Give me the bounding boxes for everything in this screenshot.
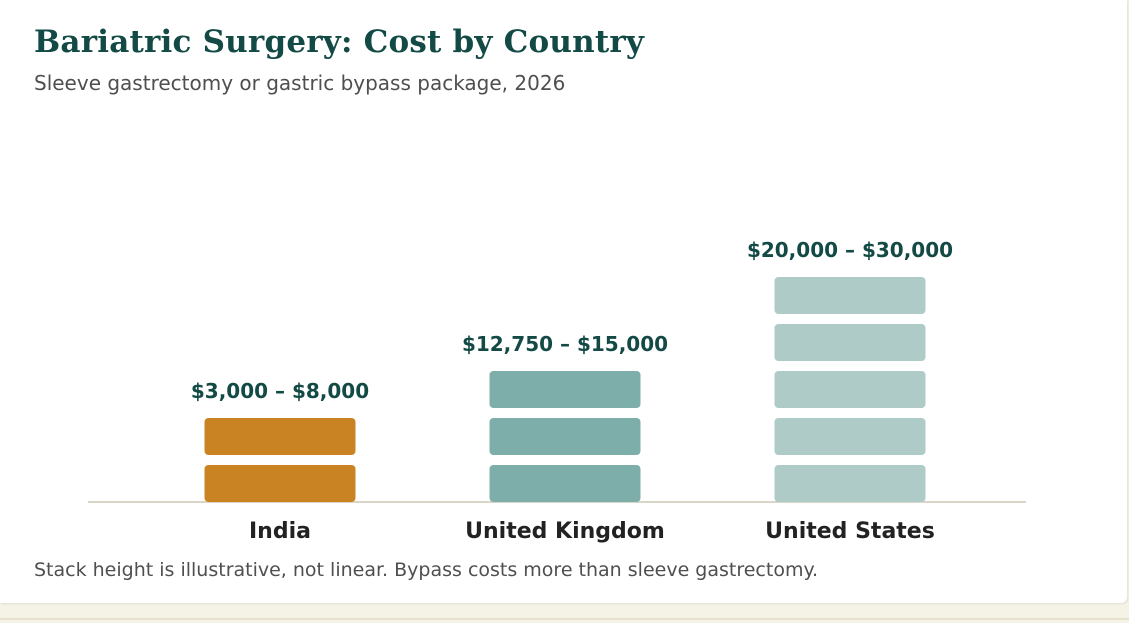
category-label: India <box>249 519 311 544</box>
stack-block <box>204 465 356 502</box>
stack-block <box>774 465 926 502</box>
chart-footnote: Stack height is illustrative, not linear… <box>34 559 819 581</box>
bar-stack-united-states <box>774 277 926 502</box>
chart-card: Bariatric Surgery: Cost by Country Sleev… <box>0 0 1127 603</box>
value-label: $20,000 – $30,000 <box>747 238 953 262</box>
category-label: United Kingdom <box>465 519 665 544</box>
stack-block <box>489 418 641 455</box>
chart-title: Bariatric Surgery: Cost by Country <box>34 24 645 60</box>
value-label: $3,000 – $8,000 <box>191 379 369 403</box>
value-label: $12,750 – $15,000 <box>462 332 668 356</box>
stacked-block-chart: $3,000 – $8,000 India $12,750 – $15,000 Uni… <box>88 238 1026 544</box>
stack-block <box>774 277 926 314</box>
bar-stack-united-kingdom <box>489 371 641 502</box>
category-label: United States <box>765 519 935 544</box>
stack-block <box>774 324 926 361</box>
stack-block <box>774 371 926 408</box>
stack-block <box>204 418 356 455</box>
page-bottom-rule <box>0 618 1129 620</box>
stack-block <box>489 465 641 502</box>
stack-block <box>489 371 641 408</box>
chart-subtitle: Sleeve gastrectomy or gastric bypass pac… <box>34 71 566 95</box>
stack-block <box>774 418 926 455</box>
bar-stack-india <box>204 418 356 502</box>
